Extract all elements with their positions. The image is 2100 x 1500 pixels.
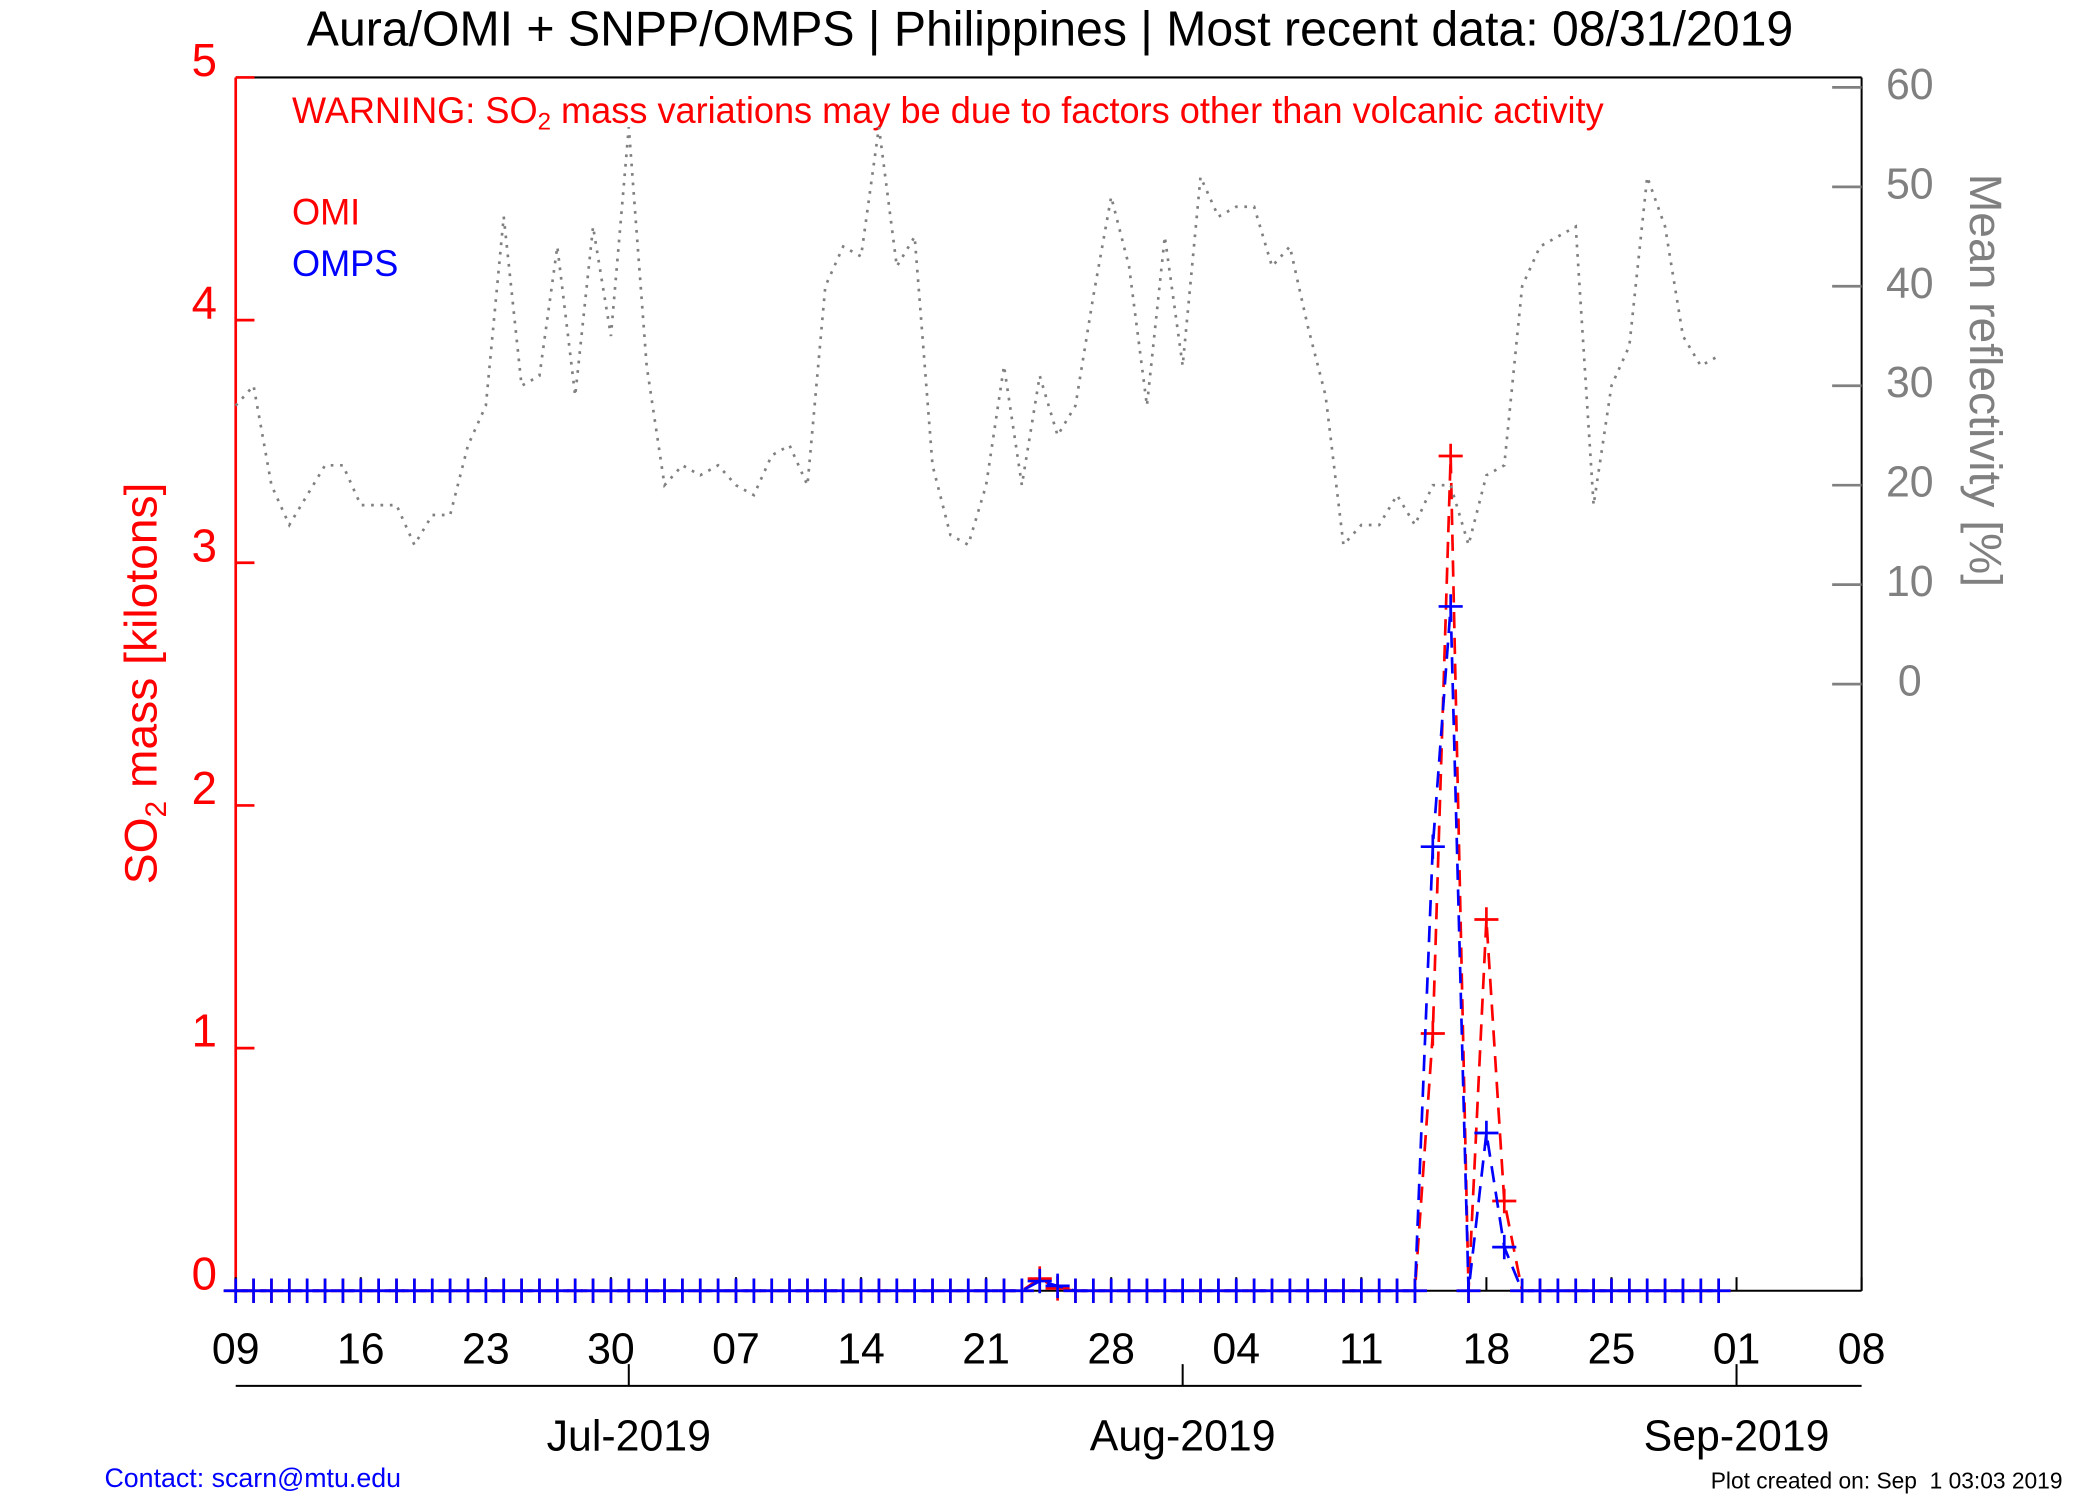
chart-title: Aura/OMI + SNPP/OMPS | Philippines | Mos…	[307, 2, 1793, 56]
marker	[1027, 1268, 1052, 1294]
y-tick-label: 5	[192, 34, 217, 86]
marker	[1402, 1278, 1427, 1303]
x-tick-label: 11	[1339, 1325, 1383, 1373]
y2-axis-label: Mean reflectivity [%]	[1960, 174, 2012, 587]
y2-tick-label: 20	[1886, 458, 1934, 506]
y2-tick-label: 0	[1898, 657, 1922, 705]
y-tick-label: 4	[192, 276, 217, 328]
y-tick-label: 2	[192, 762, 217, 814]
x-tick-label: 08	[1838, 1325, 1886, 1373]
y2-tick-label: 60	[1886, 61, 1934, 109]
y-axis-label: SO2 mass [kilotons]	[115, 483, 173, 885]
y2-tick-label: 30	[1886, 359, 1934, 407]
month-tick-label: Aug-2019	[1090, 1412, 1276, 1460]
warning-suffix: mass variations may be due to factors ot…	[551, 89, 1604, 130]
marker	[1009, 1278, 1034, 1303]
warning-prefix: WARNING: SO	[292, 89, 538, 130]
x-tick-label: 16	[337, 1325, 385, 1373]
month-tick-label: Sep-2019	[1644, 1412, 1830, 1460]
y2-tick-label: 50	[1886, 160, 1934, 208]
marker	[1474, 1120, 1499, 1146]
series-line	[235, 606, 1719, 1293]
contact: Contact: scarn@mtu.edu	[104, 1463, 401, 1493]
month-tick-label: Jul-2019	[547, 1412, 711, 1460]
y2-tick-label: 10	[1886, 558, 1934, 606]
marker	[1420, 834, 1445, 859]
y2-tick-label: 40	[1886, 260, 1934, 308]
x-tick-label: 14	[837, 1325, 885, 1373]
reflectivity-line	[234, 126, 1720, 550]
y-label-subscript: 2	[140, 801, 173, 818]
marker	[1474, 907, 1499, 932]
marker	[1706, 1278, 1731, 1303]
y-tick-label: 1	[192, 1004, 217, 1056]
x-tick-label: 25	[1588, 1325, 1636, 1373]
marker	[1492, 1234, 1517, 1260]
x-tick-label: 09	[212, 1325, 260, 1373]
warning-subscript: 2	[538, 109, 551, 136]
y-label-suffix: mass [kilotons]	[115, 483, 167, 801]
x-tick-label: 04	[1212, 1325, 1260, 1373]
marker	[1438, 594, 1463, 619]
marker	[1045, 1273, 1070, 1299]
x-tick-label: 23	[462, 1325, 510, 1373]
y-tick-label: 3	[192, 519, 217, 571]
x-tick-label: 28	[1087, 1325, 1135, 1373]
y-tick-label: 0	[192, 1247, 217, 1299]
x-tick-label: 07	[712, 1325, 760, 1373]
legend-entry: OMI	[292, 191, 360, 232]
marker	[1438, 443, 1463, 469]
plot-created: Plot created on: Sep 1 03:03 2019	[1711, 1467, 2063, 1493]
y-label-prefix: SO	[115, 818, 167, 885]
x-tick-label: 21	[962, 1325, 1010, 1373]
marker	[1456, 1278, 1481, 1303]
series-line	[235, 455, 1719, 1293]
legend-entry: OMPS	[292, 243, 398, 284]
x-tick-label: 30	[587, 1325, 635, 1373]
warning: WARNING: SO2 mass variations may be due …	[292, 89, 1605, 136]
x-tick-label: 18	[1463, 1325, 1511, 1373]
